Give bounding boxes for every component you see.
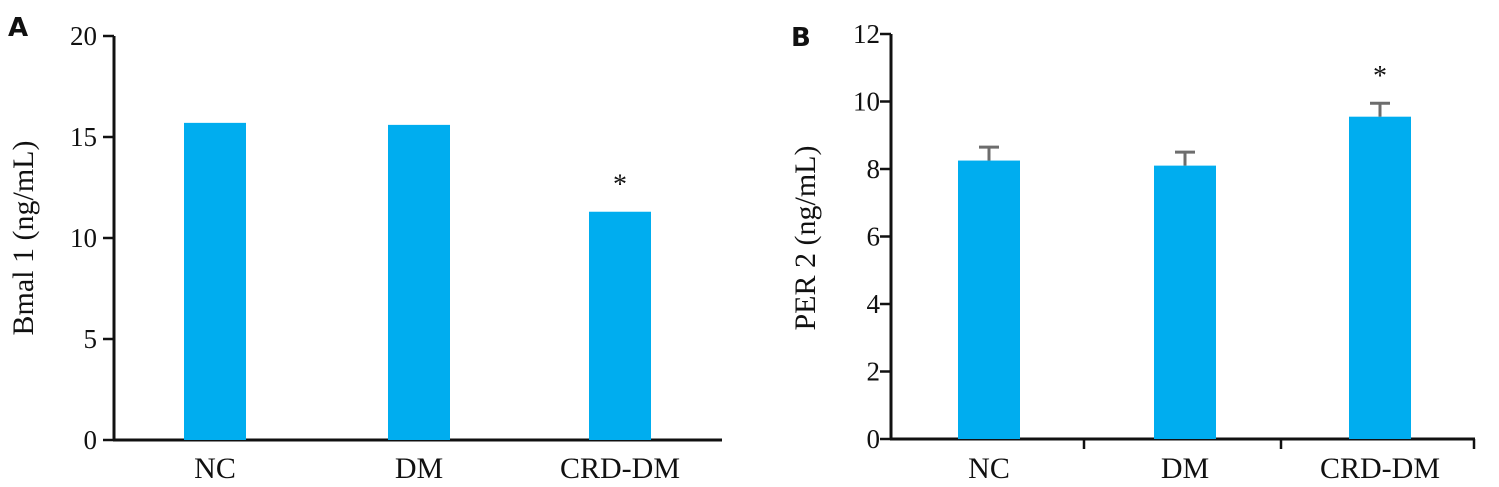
x-tick-label: NC	[194, 452, 236, 485]
panel-b-bars: *	[958, 61, 1411, 439]
panel-b-y-axis-title: PER 2 (ng/mL)	[789, 146, 822, 331]
x-tick-label: DM	[395, 452, 443, 485]
x-tick-label: CRD-DM	[560, 452, 680, 485]
x-tick-label: DM	[1161, 452, 1209, 485]
panel-a: A Bmal 1 (ng/mL) 0 5 10 15 20 * NC DM CRD-DM	[7, 13, 722, 485]
y-tick-label: 10	[70, 223, 97, 253]
y-tick-label: 15	[70, 122, 97, 152]
significance-marker: *	[1373, 61, 1387, 92]
bar-nc	[958, 160, 1020, 439]
panel-a-label: A	[8, 13, 28, 43]
y-tick-label: 12	[853, 19, 880, 49]
x-tick-label: NC	[968, 452, 1010, 485]
panel-a-y-axis-title: Bmal 1 (ng/mL)	[7, 141, 40, 336]
panel-b-x-ticks	[1082, 439, 1476, 449]
bar-dm	[388, 124, 450, 440]
significance-marker: *	[613, 170, 627, 201]
y-tick-label: 6	[867, 222, 881, 252]
bar-crd-dm	[1349, 116, 1411, 439]
bar-nc	[184, 122, 246, 441]
bar-dm	[1154, 165, 1216, 439]
y-tick-label: 0	[867, 424, 881, 454]
panel-b: B PER 2 (ng/mL) 0 2 4 6 8 10 12 * NC DM CRD-DM	[789, 19, 1476, 485]
y-tick-label: 8	[867, 154, 881, 184]
y-tick-label: 10	[853, 87, 880, 117]
panel-b-label: B	[791, 23, 811, 53]
y-tick-label: 5	[84, 324, 98, 354]
x-tick-label: CRD-DM	[1320, 452, 1440, 485]
panel-a-x-tick-labels: NC DM CRD-DM	[194, 452, 680, 485]
y-tick-label: 2	[867, 357, 881, 387]
panel-b-x-tick-labels: NC DM CRD-DM	[968, 452, 1440, 485]
panel-a-bars: *	[184, 122, 651, 441]
y-tick-label: 20	[70, 21, 97, 51]
bar-crd-dm	[589, 211, 651, 440]
panel-a-y-ticks: 0 5 10 15 20	[70, 21, 114, 455]
y-tick-label: 4	[867, 289, 881, 319]
panel-b-y-ticks: 0 2 4 6 8 10 12	[853, 19, 891, 454]
y-tick-label: 0	[84, 425, 98, 455]
